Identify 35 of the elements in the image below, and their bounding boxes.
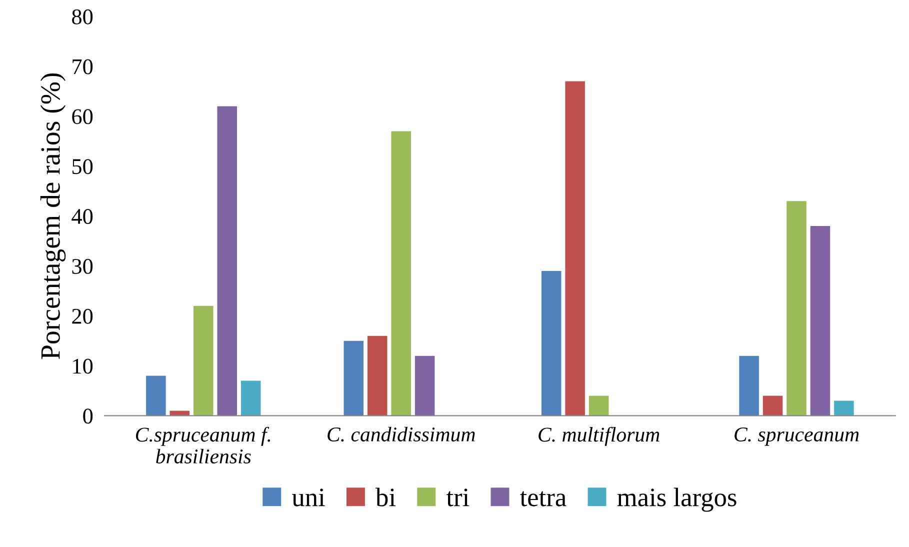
legend-label: uni: [292, 488, 325, 506]
bar: [146, 376, 166, 416]
bar: [240, 380, 261, 416]
legend-label: tetra: [520, 491, 566, 506]
legend-label: mais largos: [617, 488, 736, 512]
y-tick-label: 50: [72, 159, 93, 174]
y-tick-label: 20: [72, 308, 93, 324]
y-tick-label: 30: [72, 258, 93, 274]
y-tick-label: 0: [83, 408, 93, 424]
y-axis-title: Porcentagem de raios (%): [40, 73, 66, 360]
y-tick-label: 40: [72, 208, 93, 224]
bar: [762, 396, 783, 416]
bar: [739, 356, 759, 416]
x-tick-label: C. candidissimum: [328, 426, 475, 442]
y-tick-label: 80: [72, 9, 93, 24]
bar: [194, 306, 214, 416]
bar: [344, 340, 364, 416]
bar: [565, 81, 585, 416]
legend-label: bi: [376, 488, 396, 506]
bar: [391, 131, 411, 416]
x-tick-label: C. multiflorum: [538, 426, 660, 446]
bar: [834, 400, 854, 416]
legend-label: tri: [446, 488, 470, 506]
y-tick-label: 70: [72, 59, 93, 74]
bar: [786, 201, 806, 416]
x-tick-label: C.spruceanum f. brasiliensis: [136, 426, 270, 464]
y-tick-label: 10: [73, 358, 93, 374]
bar: [217, 106, 237, 416]
x-tick-label: C. spruceanum: [734, 427, 859, 446]
bar: [414, 356, 435, 416]
bar: [541, 270, 562, 416]
bar: [367, 336, 388, 416]
bar: [810, 226, 830, 416]
bar: [588, 396, 609, 416]
y-tick-label: 60: [72, 109, 93, 124]
